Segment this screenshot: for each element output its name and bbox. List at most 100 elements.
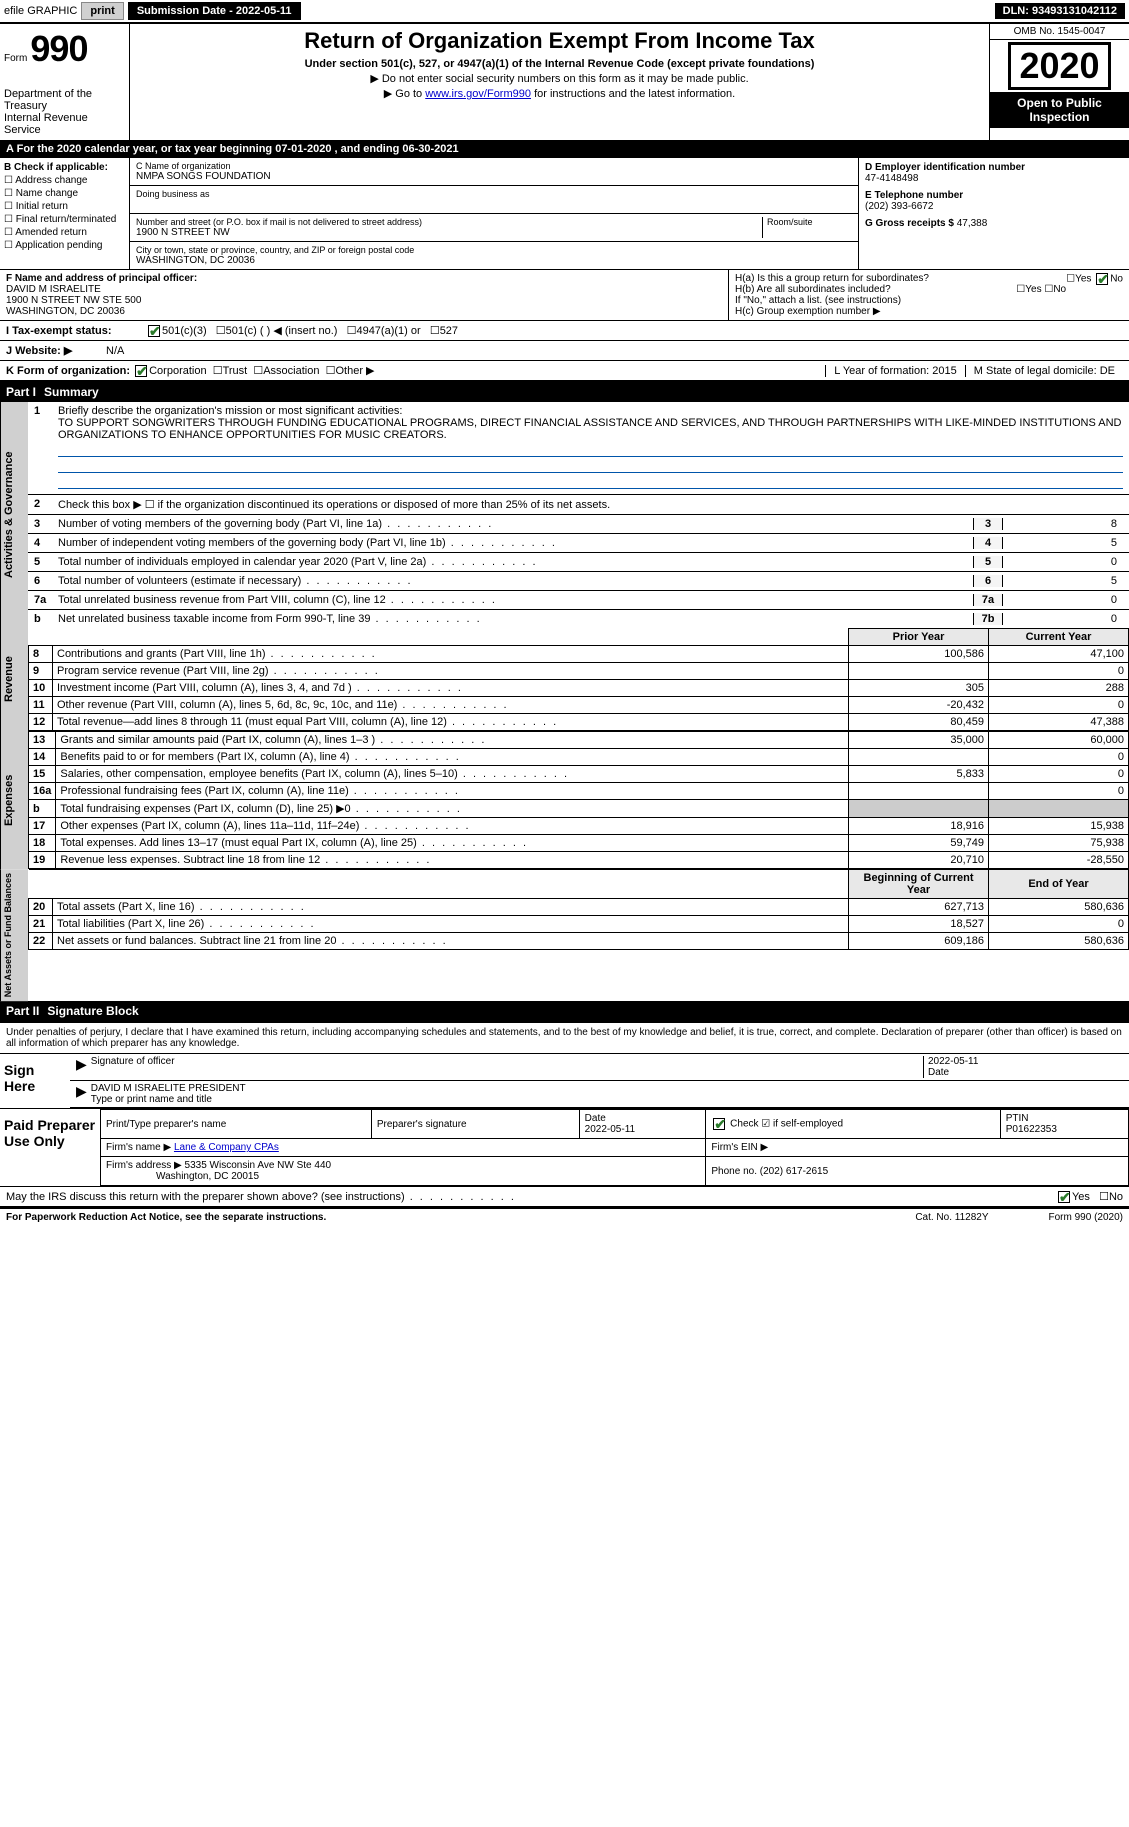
period-row: A For the 2020 calendar year, or tax yea… — [0, 140, 1129, 157]
table-row: 17Other expenses (Part IX, column (A), l… — [29, 818, 1129, 835]
netassets-section: Net Assets or Fund Balances Beginning of… — [0, 869, 1129, 1001]
table-row: 19Revenue less expenses. Subtract line 1… — [29, 852, 1129, 869]
prep-phone: (202) 617-2615 — [760, 1166, 828, 1177]
section-f: F Name and address of principal officer:… — [0, 270, 729, 320]
dln-badge: DLN: 93493131042112 — [995, 3, 1125, 19]
chk-self-employed — [713, 1118, 725, 1130]
prior-year-header: Prior Year — [849, 629, 989, 646]
ein-value: 47-4148498 — [865, 173, 1123, 184]
omb-number: OMB No. 1545-0047 — [990, 24, 1129, 40]
chk-corporation[interactable] — [135, 365, 147, 377]
section-c: C Name of organization NMPA SONGS FOUNDA… — [130, 158, 859, 269]
tax-year: 2020 — [1008, 42, 1110, 90]
top-bar: efile GRAPHIC print Submission Date - 20… — [0, 0, 1129, 22]
chk-501c3[interactable] — [148, 325, 160, 337]
paid-preparer-label: Paid Preparer Use Only — [0, 1109, 100, 1186]
website-row: J Website: ▶ N/A — [0, 340, 1129, 360]
table-row: 20Total assets (Part X, line 16)627,7135… — [29, 899, 1129, 916]
revenue-table: Prior Year Current Year 8Contributions a… — [28, 628, 1129, 731]
side-governance: Activities & Governance — [0, 402, 28, 628]
section-b: B Check if applicable: ☐ Address change … — [0, 158, 130, 269]
table-row: 15Salaries, other compensation, employee… — [29, 766, 1129, 783]
chk-initial-return[interactable]: ☐ Initial return — [4, 201, 125, 212]
table-row: 22Net assets or fund balances. Subtract … — [29, 933, 1129, 950]
arrow-icon: ▶ — [76, 1056, 87, 1078]
ruled-line — [58, 459, 1123, 473]
table-row: 21Total liabilities (Part X, line 26)18,… — [29, 916, 1129, 933]
section-b-label: B Check if applicable: — [4, 162, 125, 173]
table-row: 12Total revenue—add lines 8 through 11 (… — [29, 714, 1129, 731]
dept-irs: Internal Revenue Service — [4, 112, 125, 136]
form-header: Form 990 Department of the Treasury Inte… — [0, 22, 1129, 140]
discuss-row: May the IRS discuss this return with the… — [0, 1186, 1129, 1208]
section-h: H(a) Is this a group return for subordin… — [729, 270, 1129, 320]
instr-1: ▶ Do not enter social security numbers o… — [138, 72, 981, 85]
gov-line-5: 5Total number of individuals employed in… — [28, 552, 1129, 571]
table-row: 14Benefits paid to or for members (Part … — [29, 749, 1129, 766]
begin-year-header: Beginning of Current Year — [849, 870, 989, 899]
open-to-public: Open to Public Inspection — [990, 92, 1129, 128]
chk-pending[interactable]: ☐ Application pending — [4, 240, 125, 251]
org-address: 1900 N STREET NW — [136, 227, 762, 238]
officer-row: F Name and address of principal officer:… — [0, 269, 1129, 320]
sig-intro: Under penalties of perjury, I declare th… — [0, 1023, 1129, 1053]
ruled-line — [58, 475, 1123, 489]
chk-discuss-yes[interactable] — [1058, 1191, 1070, 1203]
firm-link[interactable]: Lane & Company CPAs — [174, 1142, 279, 1153]
governance-section: Activities & Governance 1 Briefly descri… — [0, 402, 1129, 628]
paperwork-notice: For Paperwork Reduction Act Notice, see … — [6, 1212, 915, 1223]
side-revenue: Revenue — [0, 628, 28, 731]
current-year-header: Current Year — [989, 629, 1129, 646]
gov-line-7b: bNet unrelated business taxable income f… — [28, 609, 1129, 628]
dba-cell: Doing business as — [130, 186, 858, 214]
phone-value: (202) 393-6672 — [865, 201, 1123, 212]
footer: For Paperwork Reduction Act Notice, see … — [0, 1208, 1129, 1226]
table-row: 10Investment income (Part VIII, column (… — [29, 680, 1129, 697]
chk-address-change[interactable]: ☐ Address change — [4, 175, 125, 186]
gross-receipts: 47,388 — [957, 218, 988, 229]
expenses-table: 13Grants and similar amounts paid (Part … — [28, 731, 1129, 869]
city-cell: City or town, state or province, country… — [130, 242, 858, 269]
irs-link[interactable]: www.irs.gov/Form990 — [425, 88, 531, 100]
officer-sig-line: ▶ Signature of officer 2022-05-11 Date — [70, 1054, 1129, 1081]
org-name-cell: C Name of organization NMPA SONGS FOUNDA… — [130, 158, 858, 186]
expenses-section: Expenses 13Grants and similar amounts pa… — [0, 731, 1129, 869]
instr-2: ▶ Go to www.irs.gov/Form990 for instruct… — [138, 87, 981, 100]
section-e: E Telephone number (202) 393-6672 — [865, 190, 1123, 212]
part2-header: Part II Signature Block — [0, 1001, 1129, 1021]
info-grid: B Check if applicable: ☐ Address change … — [0, 157, 1129, 269]
website-value: N/A — [106, 345, 124, 357]
table-row: 9Program service revenue (Part VIII, lin… — [29, 663, 1129, 680]
dept-treasury: Department of the Treasury — [4, 88, 125, 112]
signature-block: Under penalties of perjury, I declare th… — [0, 1021, 1129, 1208]
form-prefix: Form — [4, 53, 27, 64]
addr-cell: Number and street (or P.O. box if mail i… — [130, 214, 858, 242]
header-left: Form 990 Department of the Treasury Inte… — [0, 24, 130, 140]
chk-amended[interactable]: ☐ Amended return — [4, 227, 125, 238]
preparer-block: Paid Preparer Use Only Print/Type prepar… — [0, 1108, 1129, 1186]
gov-line-3: 3Number of voting members of the governi… — [28, 514, 1129, 533]
cat-no: Cat. No. 11282Y — [915, 1212, 988, 1223]
sign-here-label: Sign Here — [0, 1054, 70, 1108]
org-name: NMPA SONGS FOUNDATION — [136, 171, 852, 182]
chk-name-change[interactable]: ☐ Name change — [4, 188, 125, 199]
table-row: 16aProfessional fundraising fees (Part I… — [29, 783, 1129, 800]
officer-name: DAVID M ISRAELITE — [6, 284, 722, 295]
org-form-row: K Form of organization: Corporation ☐ Tr… — [0, 360, 1129, 382]
org-city: WASHINGTON, DC 20036 — [136, 255, 852, 266]
arrow-icon: ▶ — [76, 1083, 87, 1105]
gov-line-4: 4Number of independent voting members of… — [28, 533, 1129, 552]
chk-final-return[interactable]: ☐ Final return/terminated — [4, 214, 125, 225]
section-g: G Gross receipts $ 47,388 — [865, 218, 1123, 229]
table-row: 18Total expenses. Add lines 13–17 (must … — [29, 835, 1129, 852]
self-employed-cell: Check ☑ if self-employed — [706, 1110, 1000, 1139]
print-button[interactable]: print — [81, 2, 123, 20]
table-row: 13Grants and similar amounts paid (Part … — [29, 732, 1129, 749]
side-expenses: Expenses — [0, 731, 28, 869]
section-de: D Employer identification number 47-4148… — [859, 158, 1129, 269]
ruled-line — [58, 443, 1123, 457]
line-2: 2 Check this box ▶ ☐ if the organization… — [28, 494, 1129, 514]
efile-label: efile GRAPHIC — [4, 5, 77, 17]
section-d: D Employer identification number 47-4148… — [865, 162, 1123, 184]
end-year-header: End of Year — [989, 870, 1129, 899]
